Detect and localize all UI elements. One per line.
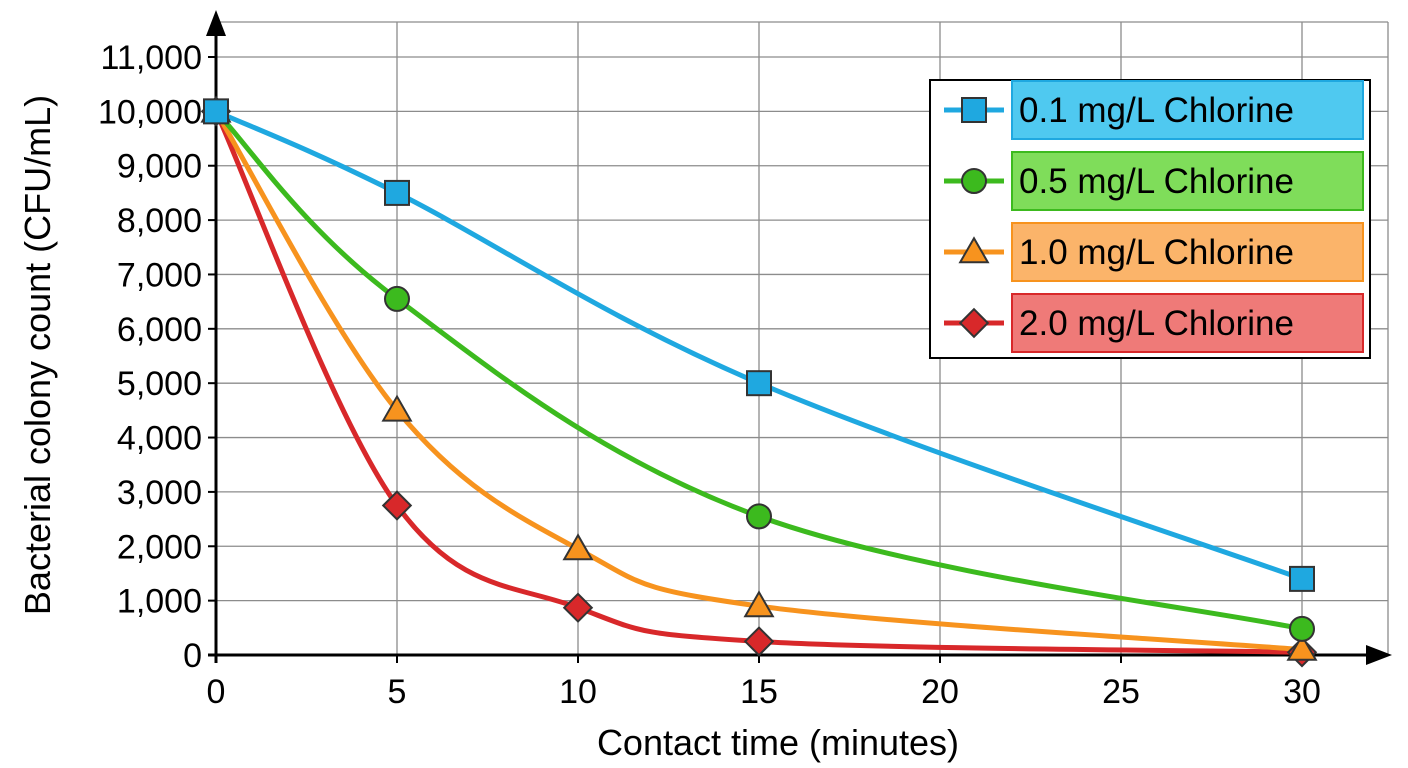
x-tick-label: 15 — [740, 673, 778, 711]
legend-marker — [961, 97, 987, 123]
y-tick-label: 7,000 — [117, 256, 202, 294]
data-point — [381, 490, 413, 521]
y-tick-label: 11,000 — [101, 39, 202, 77]
grid — [216, 21, 1389, 655]
legend-label-box — [1011, 293, 1364, 353]
legend-marker — [961, 168, 987, 194]
data-point — [384, 179, 410, 206]
axes: 0 1,000 2,000 3,000 4,000 5,000 6,000 7,000 8,00… — [98, 10, 1392, 711]
y-tick-label: 5,000 — [117, 365, 202, 403]
x-axis-title: Contact time (minutes) — [597, 722, 959, 763]
y-tick-label: 0 — [183, 637, 202, 675]
y-axis-title: Bacterial colony count (CFU/mL) — [17, 95, 58, 615]
y-tick-label: 8,000 — [117, 202, 202, 240]
data-point — [562, 592, 594, 623]
legend-label-box — [1011, 222, 1364, 282]
legend-label: 0.5 mg/L Chlorine — [1019, 162, 1294, 201]
x-tick-label: 30 — [1283, 673, 1321, 711]
y-tick-label: 6,000 — [117, 311, 202, 349]
x-tick-label: 20 — [921, 673, 959, 711]
legend-label: 1.0 mg/L Chlorine — [1019, 233, 1294, 272]
x-tick-label: 25 — [1102, 673, 1140, 711]
data-point — [1286, 633, 1318, 661]
legend-label: 0.1 mg/L Chlorine — [1019, 91, 1294, 130]
legend-marker — [958, 236, 990, 264]
y-tick-label: 1,000 — [117, 583, 202, 621]
x-tick-label: 5 — [388, 673, 407, 711]
data-point — [746, 503, 772, 530]
y-axis-arrow — [206, 10, 226, 36]
series-layer — [200, 95, 1318, 668]
data-point — [384, 285, 410, 312]
data-point — [746, 370, 772, 397]
y-tick-label: 4,000 — [117, 420, 202, 458]
data-point — [1289, 565, 1315, 592]
data-point — [203, 98, 229, 125]
series-markers — [203, 98, 1315, 592]
legend-label: 2.0 mg/L Chlorine — [1019, 304, 1294, 343]
y-tick-label: 9,000 — [117, 148, 202, 186]
data-point — [743, 590, 775, 618]
series-line — [213, 108, 1305, 632]
series-line — [213, 108, 1305, 582]
data-point — [1289, 615, 1315, 642]
legend-label-box — [1011, 80, 1364, 140]
series-0-1 — [213, 108, 1305, 582]
series-0-5 — [213, 108, 1305, 632]
legend-label-box — [1011, 151, 1364, 211]
data-point — [743, 626, 775, 657]
data-point — [381, 394, 413, 422]
x-tick-label: 10 — [559, 673, 597, 711]
legend: 0.1 mg/L Chlorine 0.5 mg/L Chlorine 1.0 mg… — [929, 79, 1371, 359]
x-axis-arrow — [1366, 645, 1392, 665]
data-point — [562, 533, 594, 561]
y-tick-label: 2,000 — [117, 528, 202, 566]
y-tick-label: 10,000 — [98, 93, 202, 131]
y-tick-label: 3,000 — [117, 474, 202, 512]
legend-marker — [958, 307, 990, 339]
x-tick-label: 0 — [207, 673, 226, 711]
